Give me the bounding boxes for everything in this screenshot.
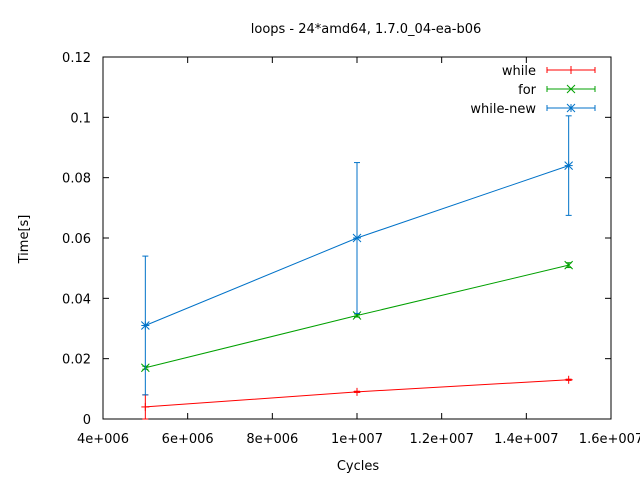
series-while-new bbox=[140, 115, 574, 396]
x-tick-label: 1e+007 bbox=[331, 432, 383, 447]
legend-entry-while-new: while-new bbox=[470, 102, 596, 117]
data-point-while bbox=[141, 402, 150, 411]
legend-label: while-new bbox=[470, 102, 536, 117]
x-axis-ticks: 4e+006 6e+006 8e+006 1e+007 1.2e+007 1.4e+007… bbox=[77, 57, 640, 447]
legend-label: for bbox=[518, 83, 537, 98]
x-tick-label: 6e+006 bbox=[162, 432, 214, 447]
y-tick-label: 0 bbox=[83, 413, 91, 428]
x-axis-label: Cycles bbox=[337, 459, 380, 474]
data-point-while bbox=[353, 387, 361, 396]
y-tick-label: 0.12 bbox=[62, 51, 91, 66]
legend-entry-while: while bbox=[502, 64, 596, 79]
series-layer bbox=[140, 115, 574, 420]
y-tick-label: 0.02 bbox=[62, 353, 91, 368]
series-while bbox=[141, 375, 573, 420]
legend-marker bbox=[566, 84, 576, 94]
legend-entry-for: for bbox=[518, 83, 596, 98]
y-tick-label: 0.1 bbox=[70, 111, 91, 126]
x-tick-label: 1.4e+007 bbox=[494, 432, 558, 447]
y-tick-label: 0.08 bbox=[62, 172, 91, 187]
chart-title: loops - 24*amd64, 1.7.0_04-ea-b06 bbox=[251, 22, 482, 37]
data-point-while-new bbox=[352, 233, 362, 243]
data-point-for bbox=[564, 260, 574, 270]
legend-label: while bbox=[502, 64, 536, 79]
data-point-while-new bbox=[140, 321, 150, 330]
legend-marker bbox=[566, 103, 576, 113]
x-tick-label: 1.6e+007 bbox=[579, 432, 640, 447]
y-tick-label: 0.06 bbox=[62, 232, 91, 247]
legend-marker bbox=[567, 66, 575, 74]
x-tick-label: 4e+006 bbox=[77, 432, 129, 447]
y-axis-label: Time[s] bbox=[17, 215, 32, 265]
legend: while for while-new bbox=[470, 64, 596, 117]
x-tick-label: 8e+006 bbox=[246, 432, 298, 447]
y-axis-ticks: 0 0.02 0.04 0.06 0.08 0.1 0.12 bbox=[62, 51, 611, 428]
x-tick-label: 1.2e+007 bbox=[409, 432, 473, 447]
y-tick-label: 0.04 bbox=[62, 292, 91, 307]
data-point-while bbox=[564, 375, 573, 384]
data-point-while-new bbox=[564, 161, 574, 170]
data-point-for bbox=[352, 311, 362, 320]
